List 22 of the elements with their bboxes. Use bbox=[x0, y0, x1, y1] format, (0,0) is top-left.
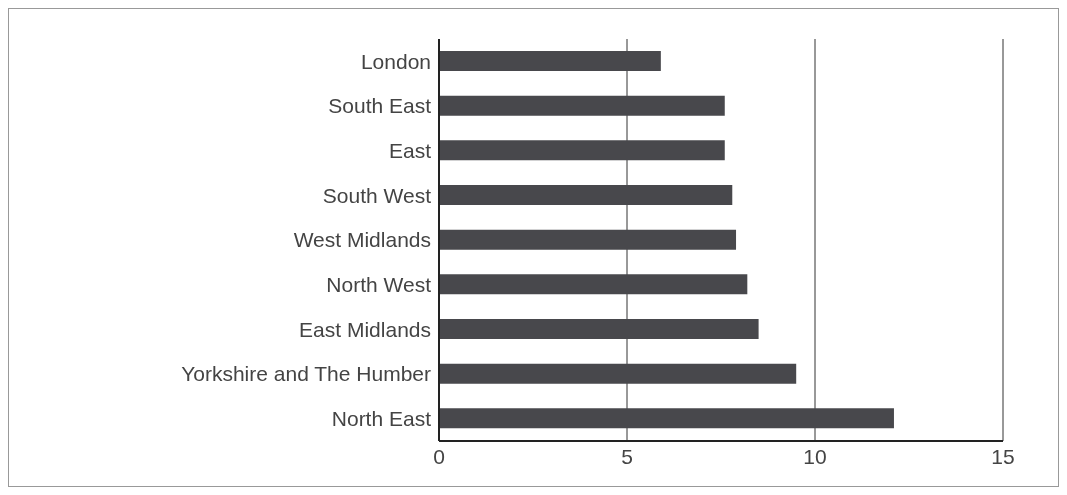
bar bbox=[439, 319, 759, 339]
bar bbox=[439, 140, 725, 161]
bar bbox=[439, 95, 725, 116]
y-tick-label: East bbox=[388, 139, 432, 163]
y-tick-label: West Midlands bbox=[293, 228, 431, 252]
bar bbox=[439, 363, 797, 384]
bar bbox=[439, 185, 733, 205]
y-tick-label: London bbox=[360, 49, 431, 73]
bar bbox=[439, 51, 661, 71]
y-tick-label: South West bbox=[322, 183, 432, 207]
x-tick-label: 10 bbox=[803, 444, 827, 468]
y-tick-label: Yorkshire and The Humber bbox=[181, 362, 431, 386]
bar bbox=[439, 229, 737, 250]
bar bbox=[439, 408, 894, 429]
x-tick-label: 15 bbox=[991, 444, 1015, 468]
x-tick-label: 5 bbox=[621, 444, 633, 468]
y-tick-label: North West bbox=[326, 273, 432, 297]
y-tick-label: East Midlands bbox=[299, 317, 431, 341]
x-tick-label: 0 bbox=[433, 444, 445, 468]
y-tick-label: South East bbox=[328, 94, 432, 118]
y-tick-label: North East bbox=[331, 407, 432, 431]
bar bbox=[439, 274, 748, 295]
